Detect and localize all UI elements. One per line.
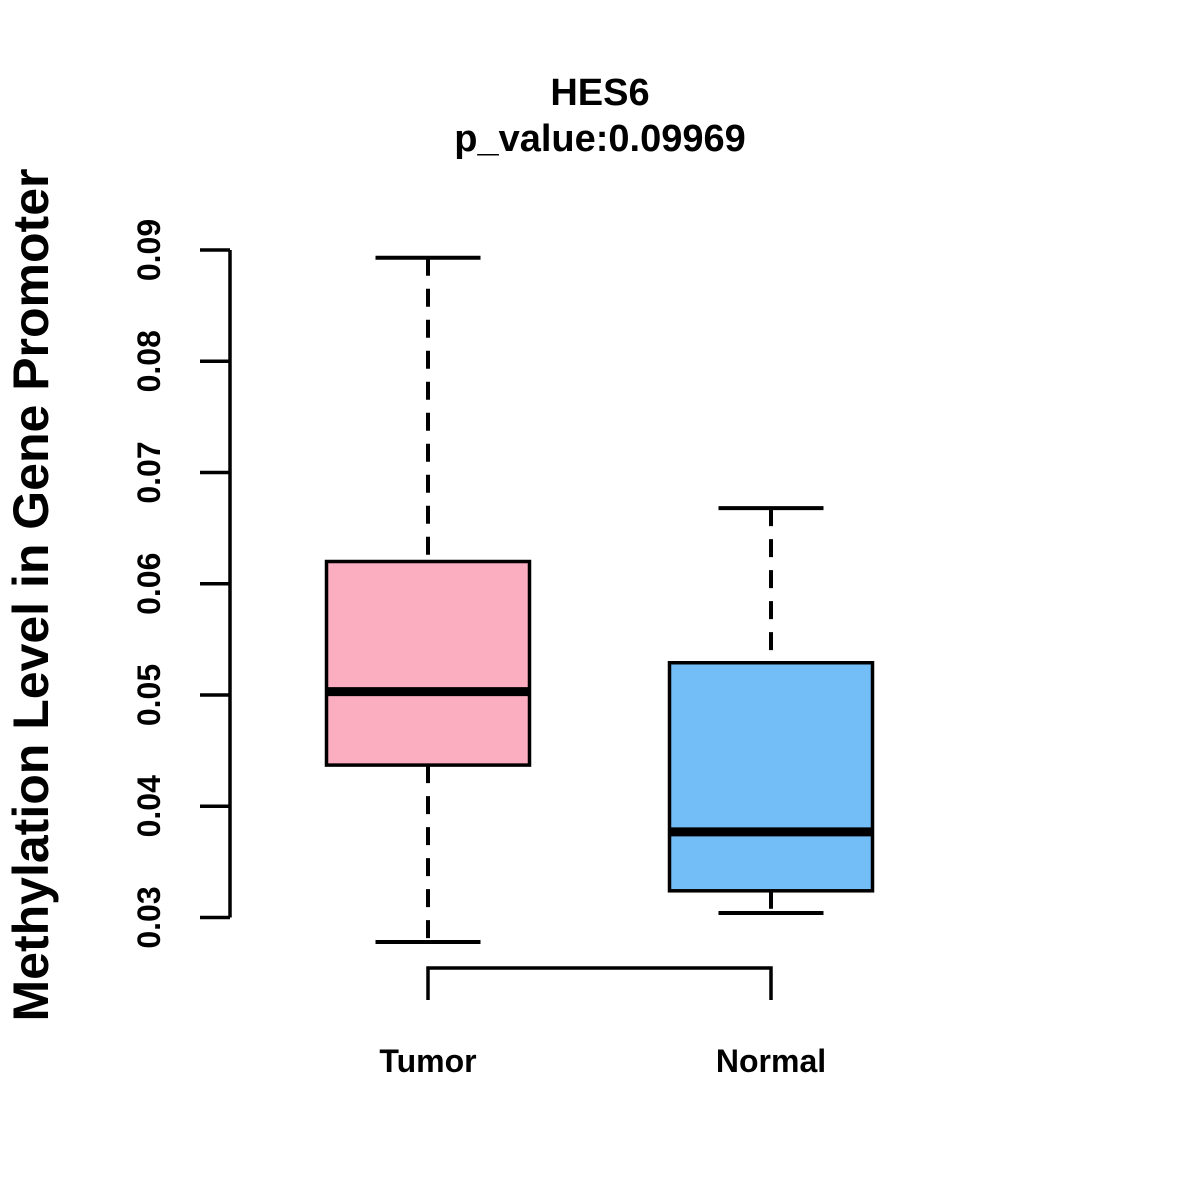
y-tick-label: 0.04 — [131, 775, 167, 837]
chart-title: HES6 — [550, 72, 649, 114]
x-axis — [426, 966, 773, 1000]
y-tick-label: 0.07 — [131, 441, 167, 503]
y-tick-label: 0.05 — [131, 664, 167, 726]
x-axis-line — [426, 966, 773, 1000]
chart-subtitle-pvalue: p_value:0.09969 — [454, 118, 746, 160]
y-tick-label: 0.06 — [131, 553, 167, 615]
y-axis-label: Methylation Level in Gene Promoter — [3, 169, 59, 1022]
y-tick-label: 0.08 — [131, 330, 167, 392]
x-category-label-normal: Normal — [716, 1043, 826, 1079]
x-category-label-tumor: Tumor — [379, 1043, 476, 1079]
iqr-box — [667, 660, 875, 893]
y-tick-label: 0.09 — [131, 219, 167, 281]
y-axis: 0.03 0.04 0.05 0.06 0.07 0.08 0.09 — [131, 219, 232, 949]
box-group-normal — [667, 506, 875, 916]
boxes — [324, 255, 875, 944]
y-tick-label: 0.03 — [131, 886, 167, 948]
iqr-box — [324, 559, 532, 767]
box-group-tumor — [324, 255, 532, 944]
